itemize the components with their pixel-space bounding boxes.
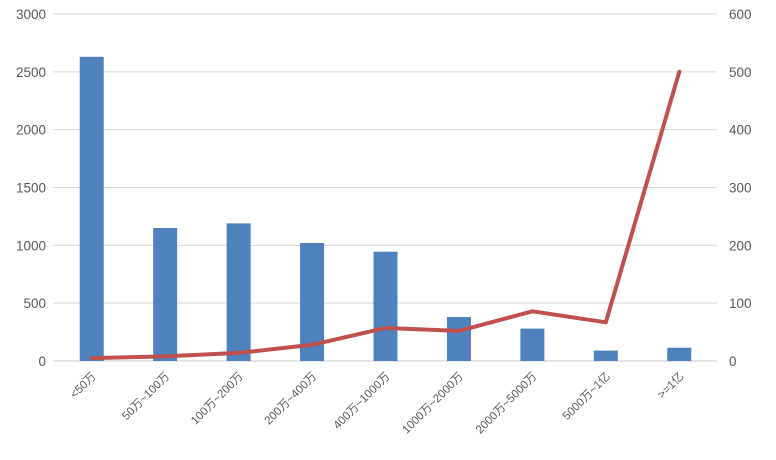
x-axis-category-label: 50万~100万 [120,371,172,423]
bar-4 [373,251,398,361]
y-axis-left-tick-label: 0 [38,354,46,369]
x-axis-category-label: <50万 [68,371,98,401]
y-axis-right-tick-label: 200 [729,238,752,253]
y-axis-left-tick-label: 1500 [16,181,46,196]
bar-2 [226,223,251,361]
y-axis-right-tick-label: 100 [729,296,752,311]
y-axis-left-tick-label: 2000 [16,123,46,138]
x-axis-category-label: 2000万~5000万 [474,371,540,437]
bar-7 [593,350,618,361]
y-axis-right-tick-label: 400 [729,123,752,138]
bar-5 [446,317,471,361]
x-axis-category-label: 1000万~2000万 [400,371,466,437]
x-axis-category-label: 400万~1000万 [331,371,392,432]
x-axis-category-label: >=1亿 [655,370,686,401]
y-axis-right-tick-label: 500 [729,65,752,80]
y-axis-right-tick-label: 600 [729,7,752,22]
x-axis-category-label: 100万~200万 [189,371,246,428]
y-axis-right-tick-label: 300 [729,181,752,196]
x-axis-category-label: 200万~400万 [263,371,320,428]
line-series [89,69,682,361]
y-axis-left-tick-label: 1000 [16,238,46,253]
bar-1 [153,227,178,361]
y-axis-left-tick-label: 500 [23,296,46,311]
bar-6 [520,328,545,361]
y-axis-left-tick-label: 2500 [16,65,46,80]
y-axis-left-tick-label: 3000 [16,7,46,22]
y-axis-right-tick-label: 0 [729,354,737,369]
x-axis-category-label: 5000万~1亿 [560,370,613,423]
bar-8 [667,347,692,361]
bar-0 [79,56,104,362]
